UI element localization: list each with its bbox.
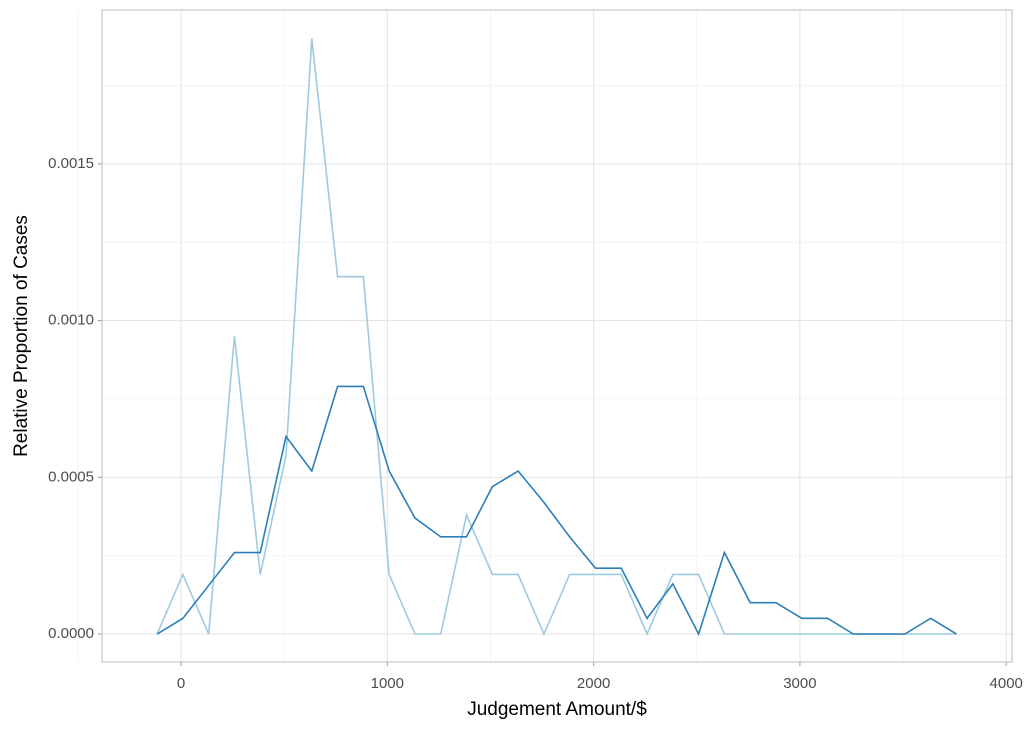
y-tick-label: 0.0000 [48, 625, 94, 642]
series-line [156, 38, 957, 637]
x-tick-label: 1000 [371, 675, 404, 692]
panel-border [101, 9, 1013, 663]
y-tick-label: 0.0005 [48, 468, 94, 485]
x-tick-label: 3000 [783, 675, 816, 692]
x-tick-label: 2000 [577, 675, 610, 692]
y-axis-label: Relative Proportion of Cases [11, 215, 32, 457]
y-tick-label: 0.0015 [48, 155, 94, 172]
series-line [156, 385, 957, 637]
x-tick-label: 4000 [990, 675, 1023, 692]
x-tick-label: 0 [177, 675, 185, 692]
x-axis-label: Judgement Amount/$ [467, 699, 647, 720]
y-tick-label: 0.0010 [48, 312, 94, 329]
